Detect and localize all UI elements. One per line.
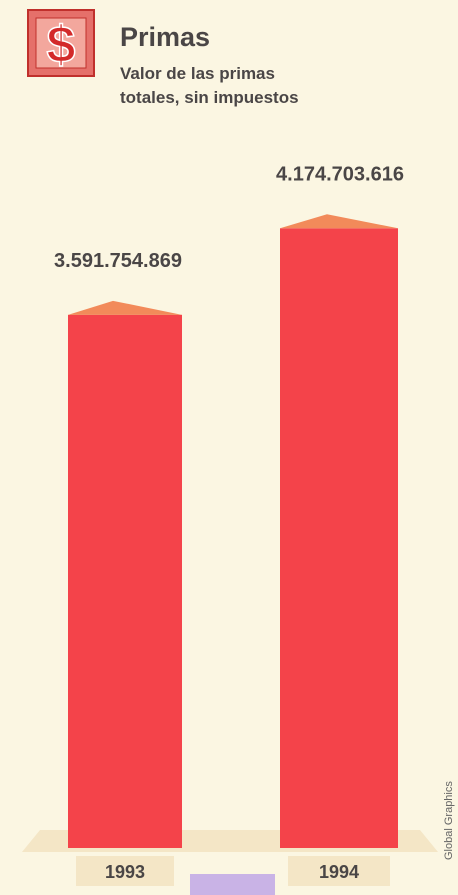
- bar: [280, 228, 398, 848]
- chart-subtitle: Valor de las primas totales, sin impuest…: [120, 64, 299, 107]
- x-tick-label: 1994: [319, 862, 359, 882]
- credit: Global Graphics: [443, 781, 455, 860]
- value-label: 4.174.703.616: [276, 163, 404, 185]
- value-label: 3.591.754.869: [54, 250, 182, 272]
- bar-top: [280, 214, 398, 229]
- bar: [68, 314, 182, 848]
- svg-text:$: $: [47, 16, 76, 74]
- category-box: [76, 856, 174, 886]
- x-tick-label: 1993: [105, 862, 145, 882]
- category-box: [288, 856, 390, 886]
- bar-top: [68, 300, 182, 315]
- icon: $: [27, 9, 95, 77]
- chart-title: Primas: [120, 22, 211, 52]
- floor-strip: [190, 874, 275, 895]
